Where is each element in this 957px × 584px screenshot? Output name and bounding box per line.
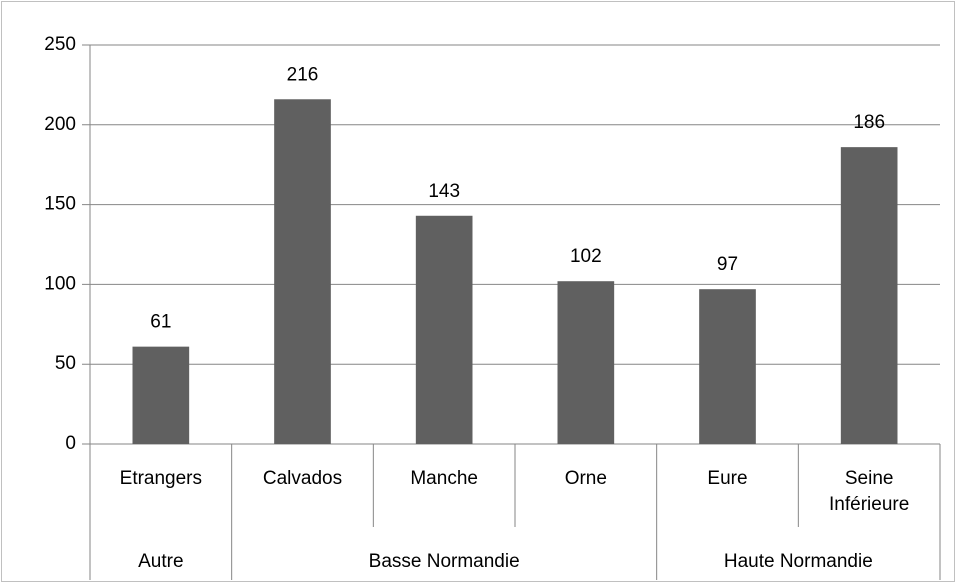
- y-tick-label: 100: [44, 273, 76, 294]
- bar: [132, 346, 190, 444]
- bar: [415, 215, 473, 444]
- y-tick-label: 50: [55, 353, 76, 374]
- x-tick-label: Orne: [565, 468, 607, 489]
- value-label: 97: [717, 254, 738, 275]
- y-tick-label: 150: [44, 194, 76, 215]
- bar: [557, 281, 615, 444]
- group-label: Haute Normandie: [724, 551, 873, 572]
- x-tick-label: Calvados: [263, 468, 342, 489]
- bar: [274, 99, 331, 444]
- value-label: 143: [428, 181, 460, 202]
- x-tick-label: Etrangers: [120, 468, 202, 489]
- x-tick-label: Manche: [410, 468, 478, 489]
- y-tick-label: 0: [65, 433, 76, 454]
- value-label: 216: [287, 64, 319, 85]
- group-label: Basse Normandie: [369, 551, 520, 572]
- value-label: 186: [853, 112, 885, 133]
- value-label: 61: [150, 312, 171, 333]
- bar: [699, 289, 756, 444]
- y-tick-label: 200: [44, 114, 76, 135]
- x-tick-label: Seine Inférieure: [829, 468, 909, 515]
- bar: [840, 147, 898, 445]
- y-tick-label: 250: [44, 34, 76, 55]
- group-label: Autre: [138, 551, 183, 572]
- x-tick-label: Eure: [707, 468, 747, 489]
- value-label: 102: [570, 246, 602, 267]
